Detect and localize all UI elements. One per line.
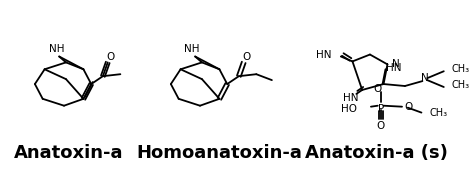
Text: HN: HN [316, 50, 331, 60]
Text: CH₃: CH₃ [429, 108, 447, 118]
Text: NH: NH [184, 44, 200, 54]
Text: HN: HN [385, 63, 401, 73]
Text: O: O [404, 102, 412, 112]
Text: P: P [377, 104, 384, 114]
Text: Anatoxin-a: Anatoxin-a [14, 144, 124, 162]
Text: N: N [392, 59, 400, 69]
Text: CH₃: CH₃ [452, 64, 470, 74]
Text: O: O [243, 53, 251, 62]
Text: HN: HN [343, 93, 358, 103]
Text: CH₃: CH₃ [452, 80, 470, 90]
Text: N: N [421, 73, 429, 83]
Text: O: O [107, 53, 115, 62]
Text: Homoanatoxin-a: Homoanatoxin-a [137, 144, 302, 162]
Text: O: O [376, 121, 385, 131]
Text: Anatoxin-a (s): Anatoxin-a (s) [305, 144, 448, 162]
Text: NH: NH [48, 44, 64, 54]
Text: HO: HO [341, 104, 357, 114]
Text: O: O [374, 84, 382, 94]
